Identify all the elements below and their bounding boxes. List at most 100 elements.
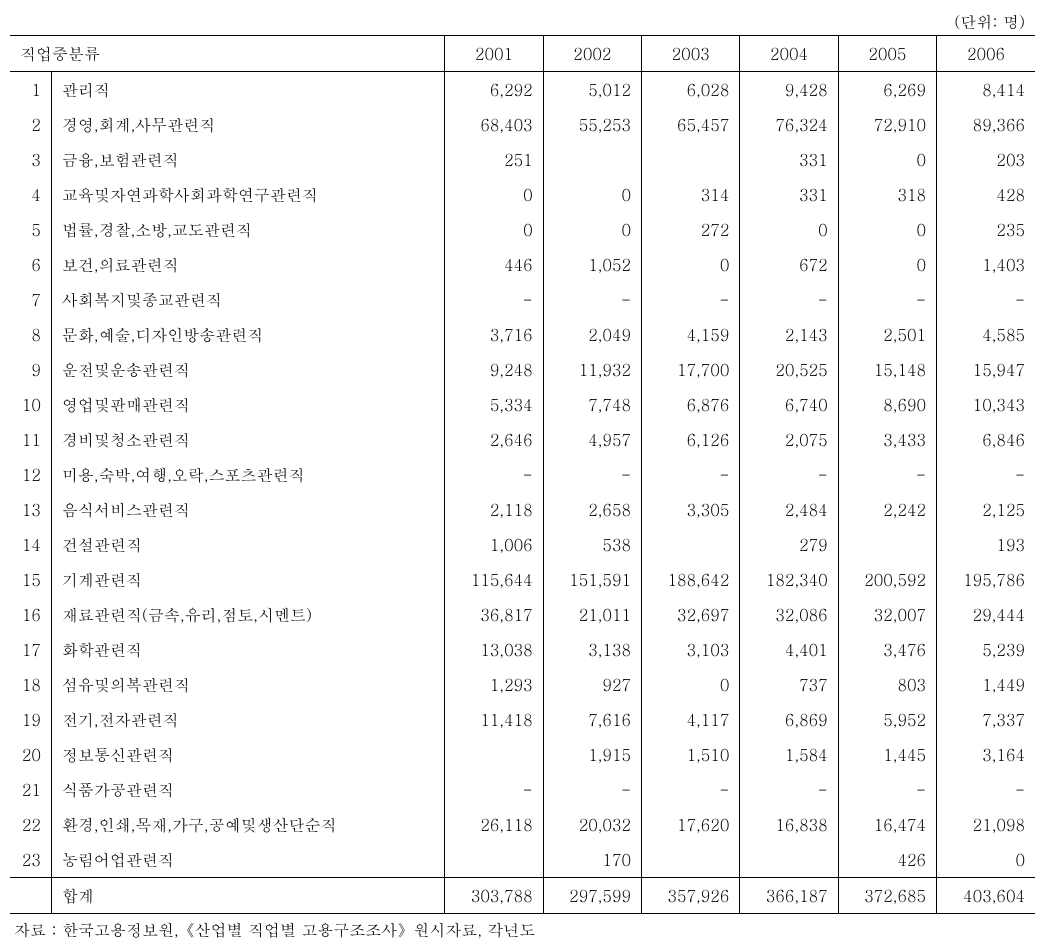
value-cell: 6,876 — [642, 387, 740, 422]
row-number: 22 — [10, 807, 51, 842]
value-cell: 0 — [838, 247, 936, 282]
total-row: 합계303,788297,599357,926366,187372,685403… — [10, 878, 1035, 914]
value-cell: 4,585 — [937, 317, 1035, 352]
value-cell: 1,403 — [937, 247, 1035, 282]
table-row: 11경비및청소관련직2,6464,9576,1262,0753,4336,846 — [10, 422, 1035, 457]
table-row: 23농림어업관련직1704260 — [10, 842, 1035, 878]
value-cell: 3,476 — [838, 632, 936, 667]
value-cell: 13,038 — [445, 632, 543, 667]
row-label: 운전및운송관련직 — [51, 352, 444, 387]
value-cell: 2,118 — [445, 492, 543, 527]
value-cell: 6,269 — [838, 72, 936, 108]
value-cell: 426 — [838, 842, 936, 878]
value-cell: 1,052 — [543, 247, 641, 282]
value-cell: - — [937, 772, 1035, 807]
value-cell: 170 — [543, 842, 641, 878]
value-cell: 11,932 — [543, 352, 641, 387]
value-cell: 4,401 — [740, 632, 838, 667]
value-cell: 20,032 — [543, 807, 641, 842]
value-cell: 21,011 — [543, 597, 641, 632]
value-cell: - — [838, 282, 936, 317]
value-cell: 272 — [642, 212, 740, 247]
value-cell: 36,817 — [445, 597, 543, 632]
value-cell: 0 — [445, 177, 543, 212]
value-cell: - — [642, 282, 740, 317]
row-label: 정보통신관련직 — [51, 737, 444, 772]
value-cell: - — [543, 282, 641, 317]
value-cell: 2,658 — [543, 492, 641, 527]
value-cell: 4,117 — [642, 702, 740, 737]
value-cell: 1,006 — [445, 527, 543, 562]
value-cell: 5,952 — [838, 702, 936, 737]
row-number: 4 — [10, 177, 51, 212]
header-year-2003: 2003 — [642, 36, 740, 72]
value-cell: 7,337 — [937, 702, 1035, 737]
row-label: 식품가공관련직 — [51, 772, 444, 807]
row-label: 사회복지및종교관련직 — [51, 282, 444, 317]
value-cell: 32,007 — [838, 597, 936, 632]
row-number: 11 — [10, 422, 51, 457]
value-cell: 16,474 — [838, 807, 936, 842]
value-cell: 6,028 — [642, 72, 740, 108]
value-cell: 0 — [543, 212, 641, 247]
value-cell: 8,414 — [937, 72, 1035, 108]
value-cell: 195,786 — [937, 562, 1035, 597]
value-cell: 3,164 — [937, 737, 1035, 772]
table-row: 12미용,숙박,여행,오락,스포츠관련직------ — [10, 457, 1035, 492]
value-cell: 1,584 — [740, 737, 838, 772]
value-cell: - — [838, 772, 936, 807]
value-cell: 65,457 — [642, 107, 740, 142]
table-row: 4교육및자연과학사회과학연구관련직00314331318428 — [10, 177, 1035, 212]
value-cell: 188,642 — [642, 562, 740, 597]
value-cell: 115,644 — [445, 562, 543, 597]
row-number: 18 — [10, 667, 51, 702]
table-row: 6보건,의료관련직4461,052067201,403 — [10, 247, 1035, 282]
value-cell: 5,012 — [543, 72, 641, 108]
value-cell: 6,292 — [445, 72, 543, 108]
value-cell: 6,740 — [740, 387, 838, 422]
value-cell: 11,418 — [445, 702, 543, 737]
value-cell: 3,103 — [642, 632, 740, 667]
value-cell: - — [543, 772, 641, 807]
value-cell: 446 — [445, 247, 543, 282]
value-cell: - — [937, 282, 1035, 317]
value-cell: 200,592 — [838, 562, 936, 597]
table-row: 18섬유및의복관련직1,29392707378031,449 — [10, 667, 1035, 702]
value-cell: - — [740, 457, 838, 492]
value-cell: 803 — [838, 667, 936, 702]
value-cell: 3,433 — [838, 422, 936, 457]
table-row: 9운전및운송관련직9,24811,93217,70020,52515,14815… — [10, 352, 1035, 387]
value-cell: 2,143 — [740, 317, 838, 352]
table-row: 13음식서비스관련직2,1182,6583,3052,4842,2422,125 — [10, 492, 1035, 527]
value-cell: 193 — [937, 527, 1035, 562]
value-cell: 2,125 — [937, 492, 1035, 527]
value-cell: 32,086 — [740, 597, 838, 632]
row-number: 21 — [10, 772, 51, 807]
value-cell: 151,591 — [543, 562, 641, 597]
row-number: 7 — [10, 282, 51, 317]
value-cell: 1,445 — [838, 737, 936, 772]
row-label: 화학관련직 — [51, 632, 444, 667]
value-cell: - — [445, 772, 543, 807]
total-value-cell: 297,599 — [543, 878, 641, 914]
value-cell: 10,343 — [937, 387, 1035, 422]
row-label: 음식서비스관련직 — [51, 492, 444, 527]
table-row: 8문화,예술,디자인방송관련직3,7162,0494,1592,1432,501… — [10, 317, 1035, 352]
total-value-cell: 372,685 — [838, 878, 936, 914]
value-cell: 0 — [642, 667, 740, 702]
value-cell: 1,293 — [445, 667, 543, 702]
value-cell: 21,098 — [937, 807, 1035, 842]
header-year-2006: 2006 — [937, 36, 1035, 72]
row-number: 6 — [10, 247, 51, 282]
row-label: 보건,의료관련직 — [51, 247, 444, 282]
header-year-2002: 2002 — [543, 36, 641, 72]
table-row: 1관리직6,2925,0126,0289,4286,2698,414 — [10, 72, 1035, 108]
value-cell — [740, 842, 838, 878]
row-label: 법률,경찰,소방,교도관련직 — [51, 212, 444, 247]
value-cell: 9,428 — [740, 72, 838, 108]
total-value-cell: 357,926 — [642, 878, 740, 914]
value-cell: 0 — [937, 842, 1035, 878]
value-cell: - — [838, 457, 936, 492]
value-cell: 2,242 — [838, 492, 936, 527]
header-category: 직업중분류 — [10, 36, 445, 72]
